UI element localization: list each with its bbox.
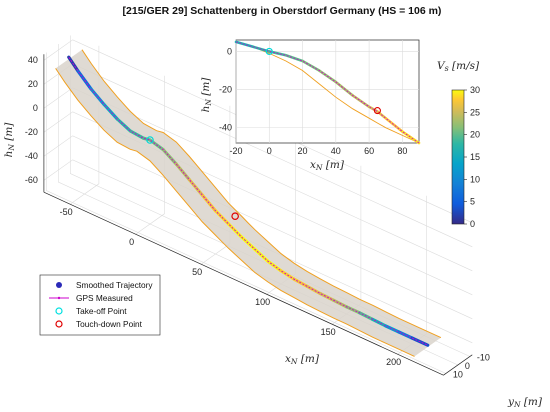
inset-x-tick-label: 60 — [364, 146, 374, 156]
legend-item: Touch-down Point — [55, 319, 143, 329]
smoothed-trajectory-segment — [187, 178, 204, 197]
grid-line-h-0 — [43, 39, 473, 224]
x-tick-label: -50 — [60, 207, 73, 217]
grid-line-y-2 — [45, 52, 447, 374]
colorbar-tick-label: 0 — [470, 219, 475, 229]
hill-surface — [55, 49, 441, 357]
colorbar-ticks: 30 25 20 15 10 5 0 — [464, 85, 480, 229]
legend-item: Smoothed Trajectory — [56, 280, 153, 290]
colorbar-tick-label: 5 — [470, 197, 475, 207]
speed-colorbar: 30 25 20 15 10 5 0 Vs [m/s] — [437, 60, 480, 229]
x-tick-label: 200 — [386, 357, 401, 367]
inset-y-tick-label: -40 — [219, 123, 232, 133]
inset-x-tick-label: 0 — [267, 146, 272, 156]
legend-item: GPS Measured — [49, 293, 133, 303]
legend-item: Take-off Point — [55, 306, 127, 316]
inset-y-tick-label: 0 — [227, 46, 232, 56]
x-tick-label: 150 — [321, 327, 336, 337]
y-axis-label: yN [m] — [507, 396, 543, 409]
z-tick-label: 20 — [28, 79, 38, 89]
inset-gps-line — [235, 41, 420, 144]
inset-tick-labels: -20 0 20 40 60 80 0 -20 -40 — [219, 46, 407, 156]
legend-circle-marker — [55, 320, 63, 328]
legend-label: Take-off Point — [76, 306, 127, 316]
inset-x-axis-label: xN [m] — [310, 159, 345, 172]
inset-hill-profile — [235, 41, 420, 144]
y-tick-label: 10 — [453, 370, 463, 380]
z-tick-label: 0 — [33, 103, 38, 113]
colorbar-gradient — [451, 89, 465, 225]
y-axis-line — [443, 354, 473, 376]
y-tick-label: -10 — [477, 353, 490, 363]
legend-dot-marker — [56, 282, 62, 288]
figure-title: [215/GER 29] Schattenberg in Oberstdorf … — [123, 5, 442, 17]
touchdown-point-marker — [231, 212, 239, 221]
inset-frame — [235, 39, 420, 144]
legend-circle-marker — [55, 307, 63, 315]
x-tick-label: 100 — [255, 297, 270, 307]
hill-edge-left — [81, 49, 442, 339]
x-axis-line — [43, 191, 444, 376]
x-tick-label: 0 — [129, 237, 134, 247]
inset-x-tick-label: 40 — [331, 146, 341, 156]
inset-y-axis-label: hN [m] — [200, 77, 213, 113]
inset-touchdown-marker — [373, 107, 381, 115]
inset-profile-axes: -20 0 20 40 60 80 0 -20 -40 hN [m] xN [m] — [200, 39, 421, 172]
inset-x-tick-label: 80 — [397, 146, 407, 156]
colorbar-tick-label: 20 — [470, 130, 480, 140]
landing-hill-surface — [55, 49, 442, 357]
z-axis-label: hN [m] — [3, 122, 16, 158]
inset-trajectory-segment — [384, 116, 404, 133]
y-tick-label: 0 — [465, 361, 470, 371]
x-axis-label: xN [m] — [285, 353, 320, 366]
hill-edge-right — [55, 68, 415, 357]
grid-line-h-3 — [43, 111, 473, 296]
colorbar-tick-label: 25 — [470, 107, 480, 117]
colorbar-tick-label: 30 — [470, 85, 480, 95]
inset-trajectory-segment — [401, 130, 421, 145]
grid-line-x-1 — [135, 75, 165, 235]
inset-takeoff-marker — [265, 47, 273, 55]
legend-label: Smoothed Trajectory — [76, 280, 153, 290]
z-tick-label: -40 — [25, 151, 38, 161]
colorbar-tick-label: 15 — [470, 152, 480, 162]
gps-measured-line — [68, 56, 428, 346]
grid-line-h-5 — [43, 159, 473, 344]
grid-line-h-4 — [43, 135, 473, 320]
colorbar-label: Vs [m/s] — [437, 60, 480, 73]
inset-x-tick-label: -20 — [229, 146, 242, 156]
z-tick-label: 40 — [28, 55, 38, 65]
legend: Smoothed Trajectory GPS Measured Take-off … — [39, 274, 161, 336]
legend-label: Touch-down Point — [76, 319, 143, 329]
x-tick-label: 50 — [192, 267, 202, 277]
z-tick-label: -20 — [25, 127, 38, 137]
inset-y-tick-label: -20 — [219, 85, 232, 95]
inset-x-tick-label: 20 — [298, 146, 308, 156]
colorbar-tick-label: 10 — [470, 174, 480, 184]
legend-line-dot — [57, 296, 61, 300]
legend-label: GPS Measured — [76, 293, 133, 303]
trajectory-series — [67, 55, 430, 347]
takeoff-point-marker — [146, 136, 154, 144]
z-tick-label: -60 — [25, 175, 38, 185]
inset-series — [234, 40, 421, 145]
smoothed-trajectory-segment — [174, 162, 191, 182]
